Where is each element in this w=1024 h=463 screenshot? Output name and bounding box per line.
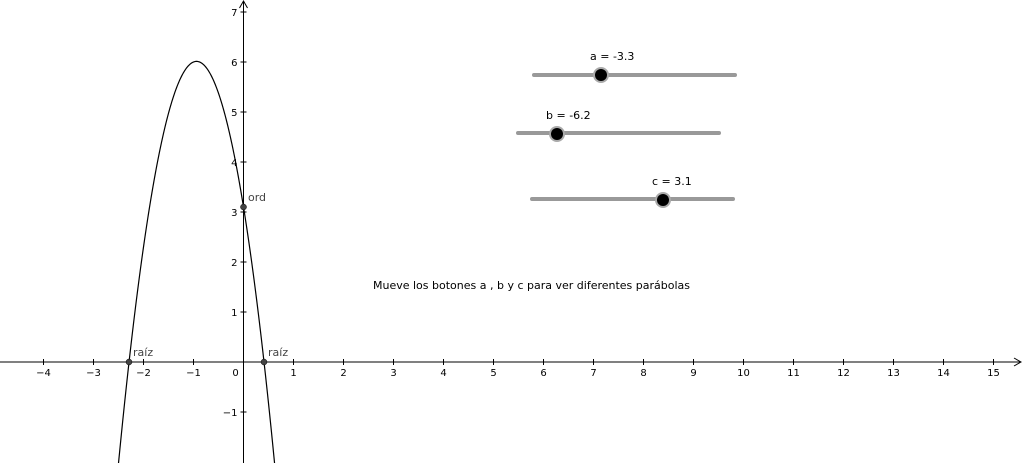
y-ticks: 1 2 3 4 5 6 7 −1 xyxy=(223,8,247,419)
x-tick-label: 1 xyxy=(290,368,296,379)
instruction-text: Mueve los botones a , b y c para ver dif… xyxy=(373,279,690,292)
slider-b[interactable]: b = -6.2 xyxy=(516,109,721,142)
slider-c[interactable]: c = 3.1 xyxy=(530,175,735,208)
y-tick-label: 6 xyxy=(231,58,237,69)
ordinate-label: ord xyxy=(248,191,266,204)
slider-b-caption: b = -6.2 xyxy=(546,109,591,122)
y-tick-label: 2 xyxy=(231,258,237,269)
y-tick-label: 3 xyxy=(231,208,237,219)
x-tick-label: 3 xyxy=(390,368,396,379)
x-tick-label: 8 xyxy=(640,368,646,379)
point-root-right[interactable]: raíz xyxy=(260,346,288,366)
y-tick-label: −1 xyxy=(223,408,238,419)
x-tick-label: −2 xyxy=(136,368,151,379)
y-tick-label: 1 xyxy=(231,308,237,319)
parabola-curve[interactable] xyxy=(117,60,276,463)
x-tick-label: 14 xyxy=(937,368,950,379)
y-tick-label: 4 xyxy=(231,158,237,169)
slider-b-knob[interactable] xyxy=(551,128,563,140)
slider-a-caption: a = -3.3 xyxy=(590,50,634,63)
ordinate-point[interactable] xyxy=(240,203,247,211)
x-tick-label: 6 xyxy=(540,368,546,379)
x-tick-label: 15 xyxy=(987,368,1000,379)
slider-c-caption: c = 3.1 xyxy=(652,175,692,188)
x-tick-label: −1 xyxy=(186,368,201,379)
x-tick-label: 0 xyxy=(232,368,238,379)
x-tick-label: 9 xyxy=(690,368,696,379)
x-tick-label: 13 xyxy=(887,368,900,379)
x-axis-arrow-icon xyxy=(1013,357,1023,367)
point-ord[interactable]: ord xyxy=(240,191,267,211)
root-left-label: raíz xyxy=(133,346,153,359)
x-tick-label: 12 xyxy=(837,368,850,379)
x-tick-label: 2 xyxy=(340,368,346,379)
y-tick-label: 7 xyxy=(231,8,237,19)
slider-a[interactable]: a = -3.3 xyxy=(532,50,737,83)
root-left-point[interactable] xyxy=(125,358,133,366)
x-tick-label: 5 xyxy=(490,368,496,379)
x-tick-label: −3 xyxy=(86,368,101,379)
point-root-left[interactable]: raíz xyxy=(125,346,153,366)
slider-c-knob[interactable] xyxy=(657,194,669,206)
x-tick-label: 4 xyxy=(440,368,446,379)
x-tick-label: −4 xyxy=(36,368,51,379)
x-tick-label: 11 xyxy=(787,368,800,379)
y-axis-arrow-icon xyxy=(239,0,248,9)
slider-a-knob[interactable] xyxy=(595,69,607,81)
root-right-point[interactable] xyxy=(260,358,268,366)
x-ticks: −4 −3 −2 −1 0 1 2 3 4 5 6 7 8 9 10 11 12 13 14 15 xyxy=(36,359,1000,379)
root-right-label: raíz xyxy=(268,346,288,359)
y-tick-label: 5 xyxy=(231,108,237,119)
x-tick-label: 10 xyxy=(737,368,750,379)
x-tick-label: 7 xyxy=(590,368,596,379)
